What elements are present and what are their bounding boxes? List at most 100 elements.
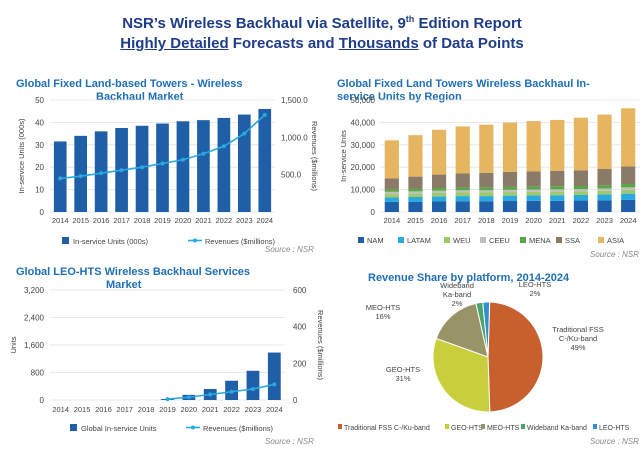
stack-segment-nam <box>479 201 494 212</box>
legend-label-ceeu: CEEU <box>489 236 510 245</box>
x-tick-label: 2023 <box>596 216 613 225</box>
legend-swatch-slice <box>521 424 525 429</box>
y2-axis-label: Revenues ($millions) <box>310 121 319 192</box>
stack-segment-nam <box>550 200 565 212</box>
y-tick-label: 10,000 <box>351 186 376 195</box>
stack-segment-asia <box>384 140 399 179</box>
stack-segment-nam <box>573 200 588 212</box>
y-tick-label: 2,400 <box>24 314 45 323</box>
stack-segment-ceeu <box>526 189 541 192</box>
legend-swatch-mena <box>520 237 526 243</box>
bar <box>197 120 210 212</box>
stack-segment-ssa <box>502 171 518 187</box>
legend-label-units: In-service Units (000s) <box>73 237 149 246</box>
y2-tick-label: 500.0 <box>281 171 302 180</box>
y2-tick-label: 0 <box>293 396 298 405</box>
stack-segment-ceeu <box>550 189 565 192</box>
revenue-point <box>221 144 226 149</box>
stack-segment-weu <box>502 192 518 196</box>
x-tick-label: 2015 <box>72 216 89 225</box>
stack-segment-nam <box>597 200 612 212</box>
y-tick-label: 800 <box>31 369 45 378</box>
legend-label-slice: LEO-HTS <box>599 425 630 432</box>
legend-swatch-latam <box>398 237 404 243</box>
stack-segment-ceeu <box>479 190 494 193</box>
legend-label-weu: WEU <box>453 236 471 245</box>
y-tick-label: 20,000 <box>351 163 376 172</box>
stack-segment-weu <box>432 192 447 197</box>
stack-segment-ssa <box>526 171 541 187</box>
x-tick-label: 2017 <box>454 216 471 225</box>
y-tick-label: 0 <box>40 208 45 217</box>
y-tick-label: 40,000 <box>351 118 376 127</box>
legend-swatch-slice <box>445 424 449 429</box>
x-tick-label: 2018 <box>478 216 495 225</box>
pie-label: C-/Ku-band <box>559 334 597 343</box>
stack-segment-mena <box>526 186 541 190</box>
y-tick-label: 30,000 <box>351 141 376 150</box>
stack-segment-weu <box>455 192 470 197</box>
y-tick-label: 50 <box>35 96 44 105</box>
stack-segment-ceeu <box>621 187 636 190</box>
stack-segment-mena <box>597 185 612 189</box>
stack-segment-mena <box>432 188 447 191</box>
x-tick-label: 2017 <box>116 405 133 414</box>
legend-label-units: Global In-service Units <box>81 424 157 433</box>
bar <box>258 108 272 212</box>
stack-segment-latam <box>384 197 399 202</box>
stack-segment-nam <box>526 200 541 212</box>
stack-segment-mena <box>573 186 588 190</box>
revenue-point <box>180 157 185 162</box>
y-tick-label: 40 <box>35 118 44 127</box>
y2-tick-label: 1,000.0 <box>281 133 308 142</box>
y-tick-label: 0 <box>371 208 376 217</box>
stack-segment-mena <box>479 187 494 191</box>
y2-tick-label: 200 <box>293 359 307 368</box>
legend-label-asia: ASIA <box>607 236 624 245</box>
stack-segment-nam <box>621 199 636 212</box>
legend-swatch-slice <box>593 424 597 429</box>
revenue-point <box>140 165 145 170</box>
legend-label-slice: MEO-HTS <box>487 425 520 432</box>
revenue-point <box>229 389 234 394</box>
legend-swatch-slice <box>338 424 342 429</box>
stack-segment-asia <box>455 126 470 174</box>
legend-label-slice: Traditional FSS C-/Ku-band <box>344 425 430 432</box>
stack-segment-weu <box>526 191 541 196</box>
stack-segment-nam <box>455 201 470 212</box>
legend-swatch-units <box>70 424 77 431</box>
stack-segment-ssa <box>621 166 636 184</box>
pie-label: 31% <box>395 374 410 383</box>
stack-segment-weu <box>384 194 399 198</box>
legend-swatch-slice <box>481 424 485 429</box>
stack-segment-ssa <box>550 170 565 187</box>
stack-segment-asia <box>432 129 447 175</box>
stack-segment-ssa <box>432 174 447 189</box>
stack-segment-ssa <box>408 176 423 189</box>
legend-label-nam: NAM <box>367 236 384 245</box>
y-axis-label: In-service Units (000s) <box>17 118 26 194</box>
stack-segment-ceeu <box>432 190 447 193</box>
revenue-point <box>272 382 277 387</box>
stack-segment-weu <box>550 191 565 196</box>
x-tick-label: 2014 <box>52 405 69 414</box>
stack-segment-ceeu <box>573 189 588 192</box>
legend-label-slice: Wideband Ka-band <box>527 425 587 432</box>
legend-swatch-weu <box>444 237 450 243</box>
stack-segment-weu <box>573 191 588 195</box>
legend-swatch-ssa <box>556 237 562 243</box>
x-tick-label: 2016 <box>431 216 448 225</box>
bar <box>267 352 281 400</box>
stack-segment-latam <box>573 194 588 201</box>
pie-label: Ka-band <box>443 290 471 299</box>
legend-label-revenue: Revenues ($millions) <box>203 424 274 433</box>
stack-segment-ssa <box>597 168 612 186</box>
report-subtitle: Highly Detailed Forecasts and Thousands … <box>120 35 524 52</box>
legend-marker-revenue <box>191 425 195 430</box>
stack-segment-mena <box>455 187 470 191</box>
stack-segment-ceeu <box>597 188 612 191</box>
stack-segment-ssa <box>455 173 470 188</box>
revenue-point <box>165 397 170 402</box>
x-tick-label: 2016 <box>95 405 112 414</box>
